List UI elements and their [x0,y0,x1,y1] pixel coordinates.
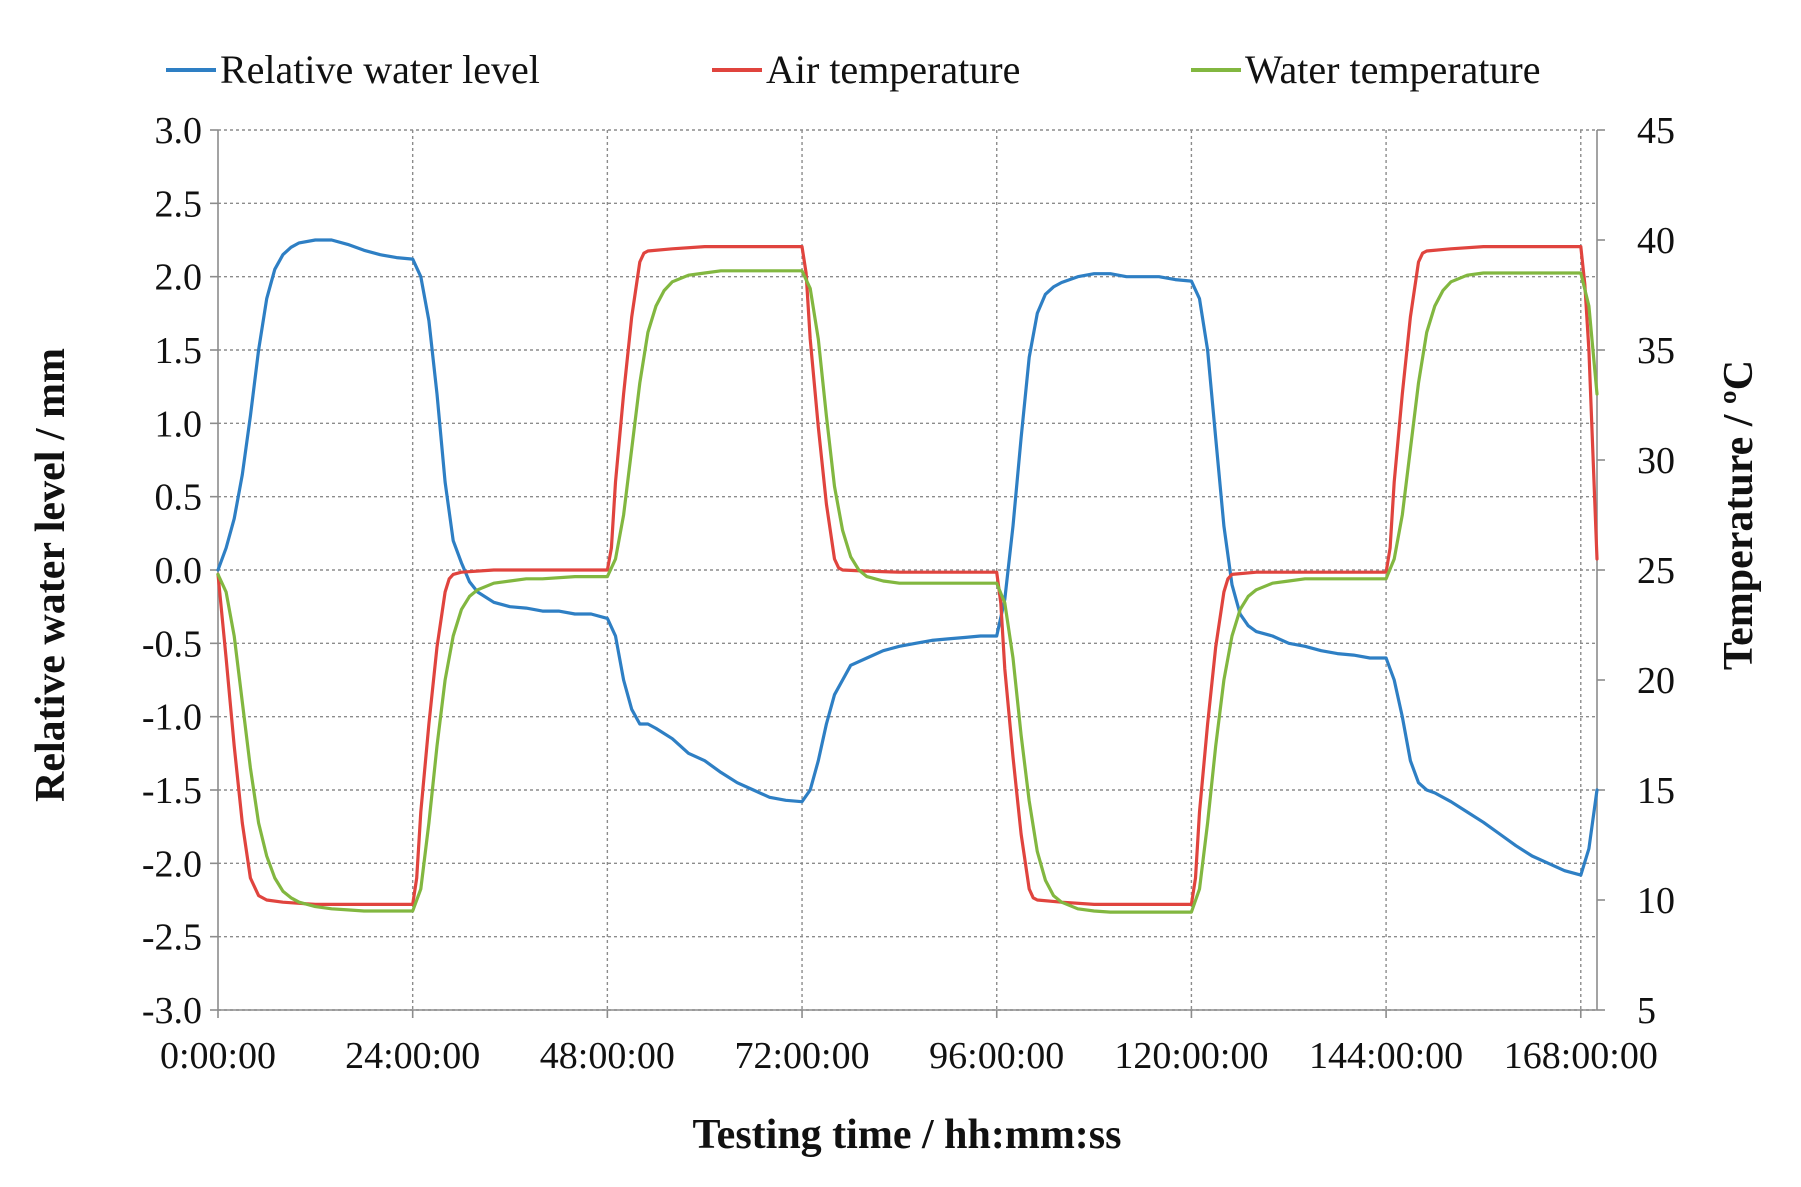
y-tick-label: 2.0 [155,257,203,299]
y2-tick-label: 45 [1637,110,1675,152]
y-tick-label: -1.5 [142,770,202,812]
x-tick-label: 96:00:00 [929,1035,1064,1077]
y2-tick-label: 25 [1637,550,1675,592]
y2-tick-label: 20 [1637,660,1675,702]
y-tick-label: -2.0 [142,843,202,885]
x-tick-label: 72:00:00 [734,1035,869,1077]
x-tick-label: 144:00:00 [1309,1035,1463,1077]
y-tick-label: 2.5 [155,183,203,225]
y-axis-title: Relative water level / mm [28,348,74,802]
y-tick-label: 0.0 [155,550,203,592]
y2-tick-label: 10 [1637,880,1675,922]
x-tick-label: 24:00:00 [345,1035,480,1077]
x-axis-title: Testing time / hh:mm:ss [693,1112,1122,1158]
series-line-relative-water-level [216,238,1599,877]
legend: Relative water level Air temperature Wat… [166,47,1541,92]
tick-labels: 3.0 2.5 2.0 1.5 1.0 0.5 0.0 -0.5 -1.0 -1.5 -2.0 -2.… [142,110,1675,1077]
legend-label-relative-water-level: Relative water level [220,47,540,92]
y-tick-label: -3.0 [142,990,202,1032]
y2-tick-label: 15 [1637,770,1675,812]
y2-tick-label: 30 [1637,440,1675,482]
x-tick-label: 0:00:00 [160,1035,276,1077]
x-tick-label: 48:00:00 [540,1035,675,1077]
legend-label-air-temperature: Air temperature [766,47,1020,92]
y2-axis-title: Temperature / ºC [1716,360,1762,670]
y-tick-label: 0.5 [155,477,203,519]
y2-tick-label: 5 [1637,990,1656,1032]
legend-label-water-temperature: Water temperature [1245,47,1541,92]
y-tick-label: -0.5 [142,623,202,665]
y2-tick-label: 40 [1637,220,1675,262]
y-tick-label: -1.0 [142,697,202,739]
x-tick-label: 120:00:00 [1114,1035,1268,1077]
y-tick-label: 1.5 [155,330,203,372]
series-line-air-temperature [216,245,1599,907]
y-tick-label: 1.0 [155,403,203,445]
x-tick-label: 168:00:00 [1504,1035,1658,1077]
y-tick-label: -2.5 [142,917,202,959]
y2-tick-label: 35 [1637,330,1675,372]
series-line-water-temperature [216,269,1599,914]
series-lines [216,238,1599,914]
y-tick-label: 3.0 [155,110,203,152]
